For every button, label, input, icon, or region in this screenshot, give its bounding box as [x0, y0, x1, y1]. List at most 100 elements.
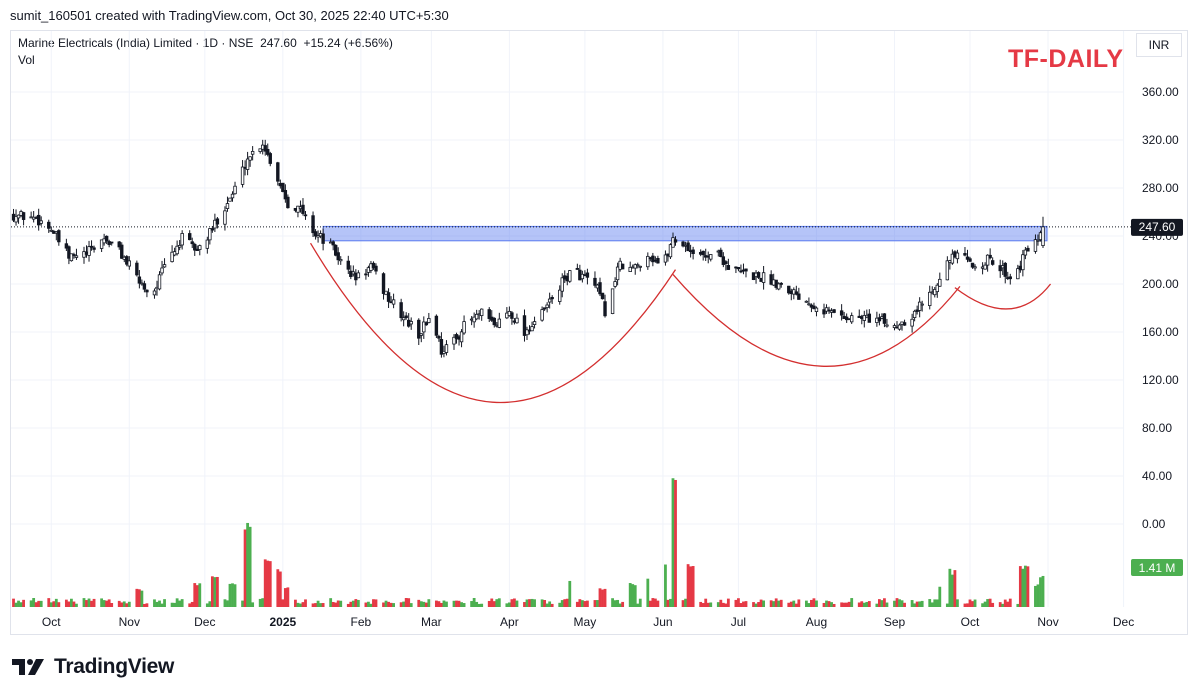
candle-body — [92, 247, 96, 250]
volume-bar — [963, 603, 967, 607]
volume-bar — [100, 598, 104, 607]
volume-bar — [32, 598, 36, 607]
volume-bar — [19, 602, 23, 607]
volume-bar — [490, 598, 494, 607]
candle-body — [794, 291, 799, 295]
volume-bar — [283, 588, 287, 607]
volume-bar — [261, 598, 265, 607]
volume-bar — [17, 600, 20, 607]
volume-bar — [664, 564, 667, 607]
candle-body — [1003, 262, 1007, 277]
candle-body — [933, 289, 937, 296]
candle-body — [568, 270, 572, 282]
candle-body — [973, 266, 977, 269]
volume-bar — [525, 599, 529, 607]
tradingview-logo[interactable]: TradingView — [12, 655, 174, 679]
volume-bar — [231, 583, 234, 607]
volume-bar — [495, 599, 499, 607]
candle-body — [87, 246, 91, 256]
volume-bar — [213, 577, 217, 607]
candle-body — [188, 233, 192, 241]
volume-bar — [54, 598, 58, 607]
volume-bar — [1001, 603, 1005, 607]
candle-body — [1008, 276, 1012, 280]
candle-body — [444, 344, 449, 353]
candle-body — [57, 230, 61, 243]
candle-body — [600, 292, 605, 300]
volume-bar — [497, 598, 501, 607]
volume-bar — [329, 598, 333, 607]
candle-body — [681, 241, 685, 247]
tradingview-logo-icon — [12, 659, 44, 675]
last-price-value: 247.60 — [260, 36, 297, 50]
candle-body — [311, 215, 315, 234]
candle-body — [663, 254, 668, 263]
candle-body — [21, 212, 26, 220]
volume-bar — [920, 600, 924, 607]
volume-bar — [455, 600, 458, 607]
candle-body — [69, 253, 74, 262]
volume-bar — [195, 585, 199, 607]
volume-bar — [193, 583, 197, 607]
currency-button[interactable]: INR — [1136, 33, 1182, 57]
candle-body — [422, 321, 426, 333]
candle-body — [1021, 254, 1025, 271]
volume-bar — [948, 568, 952, 607]
volume-bar — [216, 576, 219, 607]
volume-bar — [160, 603, 164, 607]
symbol-line[interactable]: Marine Electricals (India) Limited · 1D … — [18, 36, 254, 50]
volume-bar — [830, 602, 833, 607]
volume-bar — [945, 603, 949, 607]
y-tick-label: 280.00 — [1142, 181, 1179, 195]
volume-bar — [228, 583, 232, 607]
volume-bar — [422, 601, 426, 607]
resistance-zone[interactable] — [322, 225, 1048, 242]
volume-bar — [706, 602, 710, 607]
candle-body — [14, 216, 18, 223]
volume-bar — [1016, 603, 1020, 607]
candle-body — [761, 272, 766, 283]
volume-bar — [726, 598, 730, 607]
candle-body — [917, 301, 922, 311]
volume-bar — [895, 598, 899, 607]
volume-bar — [392, 603, 395, 607]
volume-bar — [457, 600, 461, 607]
volume-bar — [70, 598, 73, 607]
candle-body — [434, 315, 439, 336]
volume-bar — [49, 602, 53, 607]
candle-body — [983, 264, 987, 270]
volume-bar — [188, 603, 192, 607]
candle-body — [721, 256, 726, 265]
candle-body — [850, 315, 854, 323]
volume-bar — [276, 569, 280, 607]
candle-body — [198, 245, 202, 250]
candle-body — [258, 148, 262, 152]
candle-body — [175, 245, 179, 255]
candle-body — [950, 253, 955, 264]
candle-body — [303, 214, 308, 217]
volume-bar — [334, 602, 338, 607]
volume-bar — [434, 600, 438, 607]
volume-bar — [87, 598, 91, 607]
volume-bar — [789, 601, 793, 607]
volume-bar — [299, 603, 302, 607]
y-tick-label: 160.00 — [1142, 325, 1179, 339]
volume-bar — [419, 601, 423, 607]
volume-indicator-label[interactable]: Vol — [18, 53, 35, 67]
candle-body — [822, 309, 826, 315]
volume-bar — [241, 600, 244, 607]
volume-bar — [367, 601, 370, 607]
volume-bar — [603, 588, 607, 607]
volume-bar — [226, 600, 229, 607]
candle-body — [724, 261, 728, 264]
volume-bar — [117, 600, 121, 607]
candle-body — [281, 182, 285, 192]
volume-bar — [92, 598, 96, 607]
volume-bar — [510, 599, 514, 607]
candle-body — [374, 265, 378, 272]
volume-bar — [1039, 577, 1042, 607]
volume-bar — [533, 599, 536, 607]
candle-body — [245, 158, 250, 170]
candle-body — [990, 260, 995, 265]
